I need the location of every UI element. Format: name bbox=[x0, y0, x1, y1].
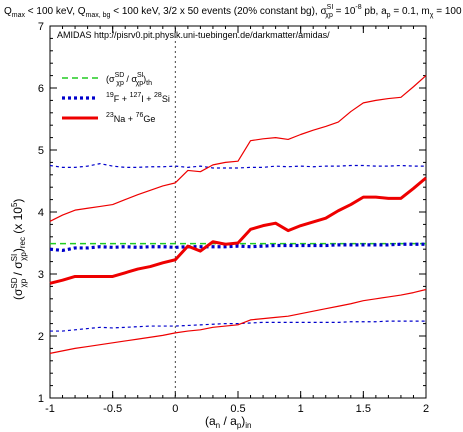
series-line-red-thick-4 bbox=[49, 176, 427, 285]
x-tick-label: 1 bbox=[298, 403, 304, 415]
y-tick-label: 4 bbox=[38, 207, 44, 219]
x-tick-label: -1 bbox=[45, 403, 55, 415]
y-axis-title: (σSDχp / σSIχp)rec (x 105) bbox=[10, 199, 28, 300]
series-line-blue-thin-2 bbox=[49, 163, 426, 169]
y-tick-label: 7 bbox=[38, 21, 44, 33]
x-axis-title: (an / ap)in bbox=[205, 414, 252, 430]
legend: (σSD χp / σSI χp)th 19F + 127I + 28Si 23Na… bbox=[62, 72, 170, 124]
x-tick-label: 2 bbox=[423, 403, 429, 415]
axis-ticks bbox=[49, 25, 427, 399]
chart-title: Qmax < 100 keV, Qmax, bg < 100 keV, 3/2 … bbox=[4, 4, 463, 19]
amidas-annotation: AMIDAS http://pisrv0.pit.physik.uni-tueb… bbox=[57, 30, 330, 40]
y-tick-label: 1 bbox=[38, 393, 44, 405]
legend-label-f-i-si: 19F + 127I + 28Si bbox=[106, 92, 170, 104]
y-tick-label: 6 bbox=[38, 83, 44, 95]
series-layer bbox=[49, 75, 427, 354]
series-line-blue-thick-1 bbox=[49, 242, 426, 253]
x-tick-labels: -1 -0.5 0 0.5 1 1.5 2 bbox=[45, 403, 429, 415]
x-tick-label: 0 bbox=[172, 403, 178, 415]
legend-label-theory: (σSD χp / σSI χp)th bbox=[106, 72, 152, 87]
series-line-red-thin-5 bbox=[49, 75, 427, 222]
x-tick-label: -0.5 bbox=[103, 403, 122, 415]
y-tick-labels: 1 2 3 4 5 6 7 bbox=[38, 21, 44, 405]
y-tick-label: 3 bbox=[38, 269, 44, 281]
x-tick-label: 1.5 bbox=[356, 403, 371, 415]
y-tick-label: 2 bbox=[38, 331, 44, 343]
x-tick-label: 0.5 bbox=[230, 403, 245, 415]
series-line-red-thin-6 bbox=[49, 288, 427, 354]
legend-label-na-ge: 23Na + 76Ge bbox=[106, 112, 155, 124]
y-tick-label: 5 bbox=[38, 145, 44, 157]
series-line-blue-thin-3 bbox=[50, 320, 426, 332]
